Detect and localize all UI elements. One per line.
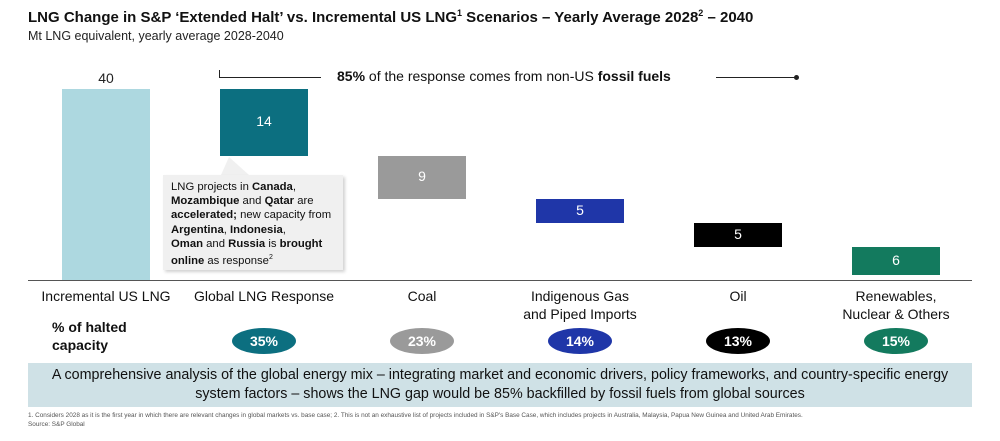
bar-0: [62, 89, 150, 280]
bar-value-label-3: 5: [576, 201, 584, 218]
category-label-1: Global LNG Response: [193, 288, 335, 304]
category-label-0: Incremental US LNG: [41, 288, 171, 304]
category-label-5: Renewables, Nuclear & Others: [842, 288, 950, 322]
callout-line-right: [716, 77, 796, 78]
pct-pill-5: 15%: [864, 328, 928, 354]
pct-pill-3: 14%: [548, 328, 612, 354]
pct-pill-4: 13%: [706, 328, 770, 354]
footnotes: 1. Considers 2028 as it is the first yea…: [28, 412, 803, 428]
chart-subtitle: Mt LNG equivalent, yearly average 2028-2…: [28, 29, 284, 43]
chart-baseline: [28, 280, 972, 281]
note-pointer: [221, 157, 249, 175]
pct-pill-2: 23%: [390, 328, 454, 354]
chart-title: LNG Change in S&P ‘Extended Halt’ vs. In…: [28, 8, 754, 26]
bar-value-label-4: 5: [734, 225, 742, 242]
pct-pill-1: 35%: [232, 328, 296, 354]
bar-3: [536, 198, 624, 223]
bar-1: [220, 89, 308, 156]
bar-value-label-1: 14: [256, 113, 272, 130]
bar-value-label-5: 6: [892, 251, 900, 268]
projects-note: LNG projects in Canada, Mozambique and Qa…: [163, 175, 343, 270]
category-label-2: Coal: [407, 288, 437, 304]
bar-value-label-2: 9: [418, 168, 426, 185]
bar-2: [378, 155, 466, 199]
summary-banner: A comprehensive analysis of the global e…: [28, 363, 972, 407]
bar-5: [852, 246, 940, 276]
category-label-3: Indigenous Gas and Piped Imports: [523, 288, 637, 322]
callout-line-left: [219, 77, 321, 78]
callout-dot-right: [794, 75, 799, 80]
bar-value-label-0: 40: [98, 70, 114, 86]
callout-text: 85% of the response comes from non-US fo…: [337, 68, 671, 84]
callout-tick-left: [219, 70, 220, 78]
pct-row-title: % of halted capacity: [52, 319, 127, 353]
bar-4: [694, 222, 782, 247]
category-label-4: Oil: [729, 288, 747, 304]
